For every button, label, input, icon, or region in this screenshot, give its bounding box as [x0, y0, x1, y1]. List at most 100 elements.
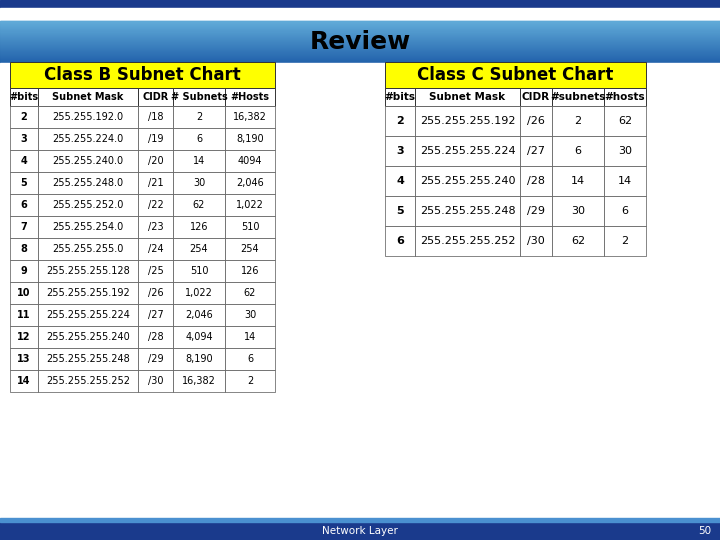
Bar: [0, 35, 720, 36]
Bar: [138, 370, 173, 392]
Bar: [0, 38, 720, 39]
Text: 255.255.255.0: 255.255.255.0: [53, 244, 124, 254]
Text: 1,022: 1,022: [236, 200, 264, 210]
Text: 62: 62: [244, 288, 256, 298]
Text: #hosts: #hosts: [605, 92, 645, 102]
Bar: [138, 106, 173, 128]
Text: CIDR: CIDR: [143, 92, 168, 102]
Bar: [385, 62, 646, 88]
Bar: [138, 260, 173, 282]
Text: 6: 6: [196, 134, 202, 144]
Bar: [0, 22, 720, 23]
Bar: [0, 42, 720, 43]
Bar: [225, 260, 275, 282]
Bar: [10, 88, 38, 106]
Bar: [520, 166, 552, 196]
Bar: [0, 30, 720, 31]
Text: 255.255.255.252: 255.255.255.252: [420, 236, 516, 246]
Bar: [520, 106, 552, 136]
Bar: [173, 88, 225, 106]
Bar: [0, 59, 720, 60]
Text: 62: 62: [618, 116, 632, 126]
Text: 2: 2: [247, 376, 253, 386]
Bar: [520, 196, 552, 226]
Text: 2: 2: [21, 112, 27, 122]
Bar: [0, 25, 720, 26]
Bar: [173, 348, 225, 370]
Text: 254: 254: [240, 244, 259, 254]
Bar: [0, 31, 720, 32]
Bar: [415, 226, 520, 256]
Bar: [604, 196, 646, 226]
Bar: [385, 136, 415, 166]
Bar: [552, 136, 604, 166]
Text: 14: 14: [571, 176, 585, 186]
Text: 50: 50: [698, 526, 711, 536]
Bar: [138, 150, 173, 172]
Bar: [225, 326, 275, 348]
Bar: [415, 196, 520, 226]
Bar: [0, 42, 720, 43]
Text: 126: 126: [240, 266, 259, 276]
Text: 255.255.254.0: 255.255.254.0: [53, 222, 124, 232]
Bar: [10, 150, 38, 172]
Text: 510: 510: [190, 266, 208, 276]
Bar: [0, 56, 720, 57]
Bar: [0, 518, 720, 522]
Bar: [0, 522, 720, 540]
Bar: [604, 136, 646, 166]
Text: /29: /29: [148, 354, 163, 364]
Bar: [225, 194, 275, 216]
Bar: [552, 106, 604, 136]
Bar: [173, 304, 225, 326]
Bar: [0, 45, 720, 46]
Text: /19: /19: [148, 134, 163, 144]
Text: #bits: #bits: [384, 92, 415, 102]
Bar: [173, 128, 225, 150]
Bar: [0, 34, 720, 35]
Bar: [225, 216, 275, 238]
Text: 255.255.255.252: 255.255.255.252: [46, 376, 130, 386]
Text: #Hosts: #Hosts: [230, 92, 269, 102]
Text: # Subnets: # Subnets: [171, 92, 228, 102]
Bar: [552, 196, 604, 226]
Bar: [0, 46, 720, 47]
Bar: [0, 22, 720, 23]
Text: 6: 6: [21, 200, 27, 210]
Text: 2,046: 2,046: [236, 178, 264, 188]
Bar: [0, 50, 720, 51]
Text: 3: 3: [21, 134, 27, 144]
Bar: [10, 238, 38, 260]
Text: 4: 4: [396, 176, 404, 186]
Text: 255.255.255.192: 255.255.255.192: [46, 288, 130, 298]
Text: /30: /30: [527, 236, 545, 246]
Text: 2: 2: [196, 112, 202, 122]
Text: /22: /22: [148, 200, 163, 210]
Text: 255.255.255.248: 255.255.255.248: [46, 354, 130, 364]
Bar: [385, 226, 415, 256]
Text: 8: 8: [21, 244, 27, 254]
Bar: [0, 25, 720, 26]
Bar: [38, 370, 138, 392]
Text: 255.255.252.0: 255.255.252.0: [53, 200, 124, 210]
Bar: [0, 57, 720, 58]
Bar: [173, 172, 225, 194]
Text: Review: Review: [310, 30, 410, 54]
Bar: [0, 27, 720, 28]
Text: Subnet Mask: Subnet Mask: [429, 92, 505, 102]
Text: #bits: #bits: [9, 92, 39, 102]
Bar: [38, 326, 138, 348]
Bar: [0, 21, 720, 22]
Bar: [225, 128, 275, 150]
Text: Class C Subnet Chart: Class C Subnet Chart: [418, 66, 613, 84]
Bar: [0, 51, 720, 52]
Bar: [225, 238, 275, 260]
Bar: [138, 216, 173, 238]
Bar: [138, 326, 173, 348]
Bar: [415, 166, 520, 196]
Bar: [225, 106, 275, 128]
Bar: [0, 47, 720, 48]
Bar: [0, 41, 720, 42]
Text: 14: 14: [17, 376, 31, 386]
Bar: [0, 39, 720, 40]
